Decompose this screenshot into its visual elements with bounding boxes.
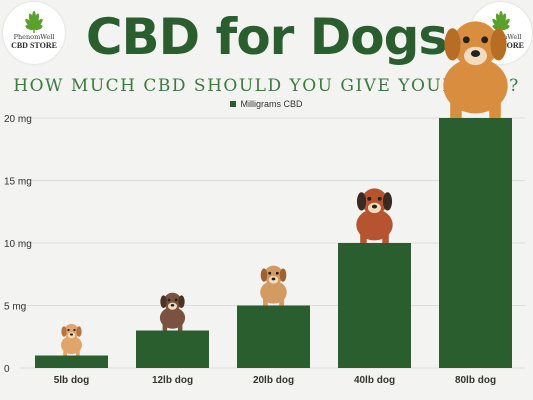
bar xyxy=(237,305,310,368)
page-title: CBD for Dogs xyxy=(85,8,448,66)
logo-store: CBD STORE xyxy=(11,41,57,50)
x-tick-label: 40lb dog xyxy=(354,375,395,386)
y-tick-label: 10 mg xyxy=(4,239,32,250)
legend-label: Milligrams CBD xyxy=(240,99,303,109)
chihuahua-icon xyxy=(159,292,186,331)
bar xyxy=(35,355,108,368)
small-dog-icon xyxy=(61,324,82,356)
y-tick-label: 20 mg xyxy=(4,114,32,125)
x-tick-label: 80lb dog xyxy=(455,375,496,386)
bar xyxy=(136,330,209,368)
chart-legend: Milligrams CBD xyxy=(0,99,533,109)
beagle-puppy-icon xyxy=(260,265,287,306)
x-tick-label: 20lb dog xyxy=(253,375,294,386)
y-tick-label: 5 mg xyxy=(4,302,26,313)
x-tick-label: 5lb dog xyxy=(54,375,90,386)
bar xyxy=(439,118,512,368)
pug-icon xyxy=(356,188,393,243)
logo-brand: PhenomWell xyxy=(13,33,55,41)
y-tick-label: 15 mg xyxy=(4,177,32,188)
cannabis-leaf-icon xyxy=(25,11,43,33)
legend-swatch xyxy=(230,101,237,107)
x-tick-label: 12lb dog xyxy=(152,375,193,386)
golden-retriever-icon xyxy=(443,21,508,118)
y-tick-label: 0 xyxy=(4,364,10,375)
page-subtitle: HOW MUCH CBD SHOULD YOU GIVE YOUR DOG? xyxy=(13,76,520,96)
logo-left: PhenomWell CBD STORE xyxy=(3,2,65,64)
bar xyxy=(338,243,411,368)
